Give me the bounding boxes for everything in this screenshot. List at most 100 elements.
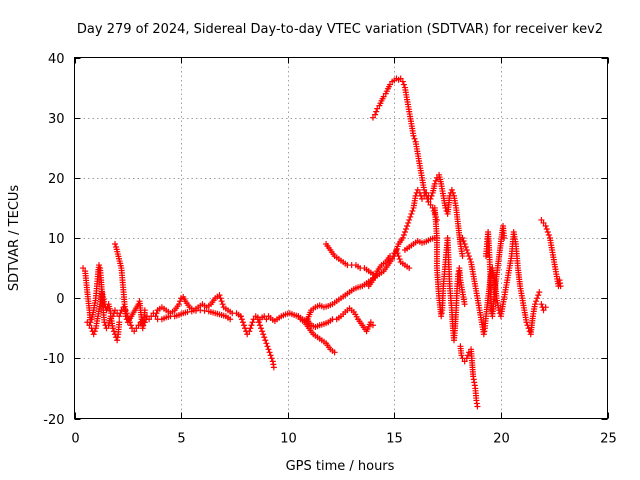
data-point [96, 262, 103, 269]
x-tick-label: 0 [71, 432, 79, 447]
data-point [86, 322, 93, 329]
data-point-interp [545, 231, 552, 238]
data-point-interp [217, 295, 224, 302]
data-point-interp [177, 298, 184, 305]
data-point [399, 235, 406, 241]
data-point-interp [464, 352, 471, 359]
data-point-interp [219, 301, 226, 308]
data-point [263, 316, 270, 323]
data-point [380, 93, 387, 100]
data-point [463, 247, 470, 254]
data-point [259, 328, 266, 335]
data-point-interp [432, 177, 439, 184]
data-point-interp [449, 189, 456, 196]
data-point [331, 349, 338, 356]
data-point [193, 307, 200, 314]
data-point [367, 319, 374, 326]
data-point [474, 403, 481, 410]
data-point [534, 295, 541, 302]
data-point [495, 307, 502, 314]
data-point [538, 301, 545, 308]
data-point [265, 346, 272, 353]
data-point [461, 301, 468, 308]
x-tick-label: 10 [280, 432, 297, 447]
data-point [188, 308, 195, 315]
data-point [218, 298, 225, 305]
data-point [184, 309, 191, 316]
data-point-interp [110, 328, 117, 335]
data-point [458, 352, 465, 359]
data-point [263, 340, 270, 347]
data-point [461, 358, 468, 365]
data-point-interp [403, 225, 410, 232]
data-point [248, 322, 255, 329]
data-point [112, 307, 119, 314]
data-point-interp [400, 81, 407, 88]
data-point-interp [258, 325, 265, 332]
axis-ticks: 0 5 10 15 20 25 -20 -10 0 10 20 30 40 [43, 52, 617, 447]
data-point [387, 81, 394, 88]
data-point [406, 216, 413, 223]
data-point [427, 195, 434, 202]
data-point [406, 265, 413, 272]
data-point [389, 256, 396, 263]
data-point [401, 228, 408, 235]
data-point [369, 114, 376, 121]
data-point [523, 319, 530, 326]
data-point [399, 78, 406, 85]
data-point-interp [247, 325, 254, 332]
data-point [131, 328, 138, 335]
y-tick-label: -10 [43, 352, 64, 367]
data-point [254, 316, 261, 323]
data-point [122, 313, 129, 320]
data-point [175, 301, 182, 308]
y-tick-label: 20 [48, 172, 65, 187]
data-point [201, 307, 208, 314]
data-point [246, 328, 253, 335]
data-point [540, 307, 547, 314]
data-point-interp [464, 250, 471, 257]
data-point [103, 325, 110, 332]
data-point [261, 334, 268, 341]
data-point [101, 319, 108, 326]
data-point [423, 189, 430, 196]
data-point [412, 192, 419, 199]
data-point [431, 180, 438, 187]
data-point [427, 201, 434, 208]
y-tick-label: 0 [56, 292, 64, 307]
data-point [197, 307, 204, 314]
data-point-interp [535, 292, 542, 299]
data-point-interp [428, 192, 435, 199]
data-point [465, 253, 472, 260]
data-point [239, 319, 246, 326]
data-point [544, 228, 551, 235]
data-point [448, 186, 455, 193]
data-point-interp [409, 207, 416, 214]
data-point-interp [396, 256, 403, 263]
x-tick-label: 15 [386, 432, 403, 447]
data-point [369, 322, 376, 329]
data-point [542, 304, 549, 311]
data-point [374, 105, 381, 112]
data-point-interp [407, 213, 414, 220]
data-point-interp [127, 322, 134, 329]
data-point [242, 325, 249, 332]
data-point-interp [460, 238, 467, 245]
data-point-interp [543, 225, 550, 232]
data-point [237, 313, 244, 320]
data-point-interp [240, 322, 247, 329]
data-point [397, 75, 404, 82]
data-point [416, 189, 423, 196]
data-point [536, 289, 543, 296]
data-point-interp [249, 319, 256, 326]
data-point-interp [255, 319, 262, 326]
data-point-interp [264, 343, 271, 350]
data-point-interp [117, 310, 124, 317]
data-point [459, 235, 466, 241]
x-tick-label: 20 [493, 432, 510, 447]
data-point [267, 352, 274, 359]
data-point [425, 198, 432, 205]
data-point-interp [153, 310, 160, 317]
data-point [404, 222, 411, 229]
